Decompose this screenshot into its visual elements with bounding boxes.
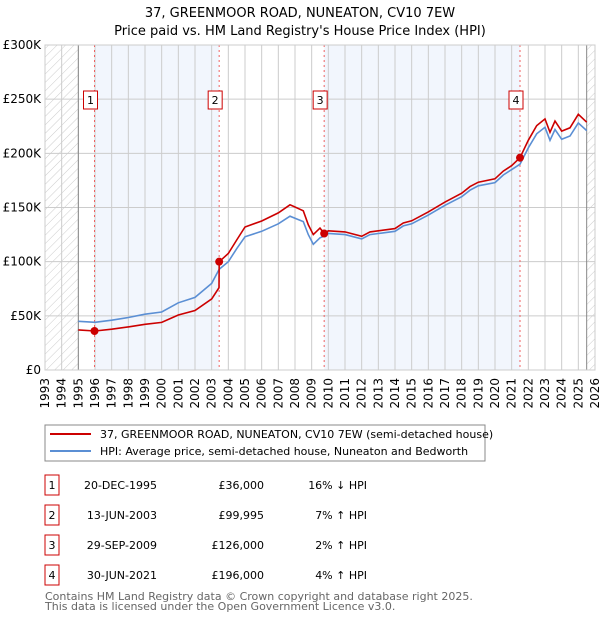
sale-price: £196,000	[212, 569, 265, 582]
x-tick-label: 2025	[571, 378, 585, 409]
legend-label-property: 37, GREENMOOR ROAD, NUNEATON, CV10 7EW (…	[100, 428, 493, 441]
sale-label-number: 1	[87, 94, 94, 107]
sale-number-box	[44, 504, 60, 526]
sale-hpi-diff: 16% ↓ HPI	[308, 479, 367, 492]
sale-label-box	[312, 90, 328, 110]
x-tick-label: 2002	[188, 378, 202, 409]
legend-label-hpi: HPI: Average price, semi-detached house,…	[100, 445, 468, 458]
x-tick-label: 2007	[271, 378, 285, 409]
sale-date: 13-JUN-2003	[87, 509, 157, 522]
footer-line2: This data is licensed under the Open Gov…	[44, 600, 395, 613]
x-tick-label: 2004	[221, 378, 235, 409]
sale-date: 29-SEP-2009	[87, 539, 157, 552]
x-tick-label: 2014	[388, 378, 402, 409]
sale-label-box	[508, 90, 524, 110]
y-tick-label: £50K	[10, 309, 42, 323]
sale-price: £99,995	[219, 509, 265, 522]
table-row: 3 29-SEP-2009 £126,000 2% ↑ HPI	[44, 534, 367, 556]
y-tick-label: £250K	[3, 92, 43, 106]
hpi-line	[78, 121, 588, 324]
y-tick-label: £300K	[3, 38, 43, 52]
sale-label-number: 3	[317, 94, 324, 107]
x-tick-label: 2001	[171, 378, 185, 409]
sale-number: 1	[49, 479, 56, 492]
y-tick-label: £100K	[3, 255, 43, 269]
x-tick-label: 2016	[421, 378, 435, 409]
x-tick-label: 2008	[288, 378, 302, 409]
sale-label-number: 2	[212, 94, 219, 107]
sale-number: 4	[49, 569, 56, 582]
table-row: 4 30-JUN-2021 £196,000 4% ↑ HPI	[44, 564, 367, 586]
sale-price: £36,000	[219, 479, 265, 492]
sale-hpi-diff: 7% ↑ HPI	[315, 509, 367, 522]
chart-title: 37, GREENMOOR ROAD, NUNEATON, CV10 7EW	[145, 6, 455, 21]
x-tick-label: 2011	[338, 378, 352, 409]
x-tick-label: 1996	[88, 378, 102, 409]
x-tick-label: 1999	[138, 378, 152, 409]
sale-hpi-diff: 2% ↑ HPI	[315, 539, 367, 552]
sale-number-box	[44, 534, 60, 556]
sale-number: 2	[49, 509, 56, 522]
sale-label-box	[83, 90, 98, 110]
sale-label-number: 4	[513, 94, 520, 107]
x-tick-label: 2000	[155, 378, 169, 409]
plot-border	[44, 44, 596, 371]
sale-number: 3	[49, 539, 56, 552]
x-tick-label: 1995	[71, 378, 85, 409]
sale-number-box	[44, 564, 60, 586]
y-tick-label: £200K	[3, 146, 43, 160]
x-tick-label: 2018	[455, 378, 469, 409]
sale-date: 30-JUN-2021	[87, 569, 157, 582]
x-tick-label: 2015	[405, 378, 419, 409]
chart-subtitle: Price paid vs. HM Land Registry's House …	[114, 24, 486, 39]
x-tick-label: 2022	[521, 378, 535, 409]
x-tick-label: 1998	[121, 378, 135, 409]
sale-point	[215, 257, 224, 266]
property-price-line	[78, 113, 588, 332]
sales-table: 1 20-DEC-1995 £36,000 16% ↓ HPI 2 13-JUN-2003…	[44, 474, 367, 586]
y-tick-label: £0	[26, 363, 41, 377]
x-tick-label: 1993	[38, 378, 52, 409]
sale-hpi-diff: 4% ↑ HPI	[315, 569, 367, 582]
table-row: 2 13-JUN-2003 £99,995 7% ↑ HPI	[44, 504, 367, 526]
x-tick-label: 2003	[205, 378, 219, 409]
x-tick-label: 2010	[321, 378, 335, 409]
y-tick-label: £150K	[3, 201, 43, 215]
sale-point	[320, 229, 329, 238]
x-tick-label: 2019	[471, 378, 485, 409]
x-tick-label: 2023	[538, 378, 552, 409]
sale-label-box	[207, 90, 223, 110]
sale-number-box	[44, 474, 60, 496]
footer-line1: Contains HM Land Registry data © Crown c…	[45, 590, 473, 603]
x-tick-label: 1994	[55, 378, 69, 409]
x-tick-label: 2005	[238, 378, 252, 409]
x-tick-label: 2006	[255, 378, 269, 409]
sale-price: £126,000	[212, 539, 265, 552]
x-tick-label: 2021	[505, 378, 519, 409]
x-tick-label: 2026	[588, 378, 600, 409]
table-row: 1 20-DEC-1995 £36,000 16% ↓ HPI	[44, 474, 367, 496]
x-tick-label: 2013	[371, 378, 385, 409]
x-tick-label: 2009	[305, 378, 319, 409]
x-tick-label: 2017	[438, 378, 452, 409]
x-tick-label: 2012	[355, 378, 369, 409]
x-tick-label: 2020	[488, 378, 502, 409]
sale-point	[516, 153, 524, 162]
sale-date: 20-DEC-1995	[84, 479, 157, 492]
x-tick-label: 2024	[555, 378, 569, 409]
x-tick-label: 1997	[105, 378, 119, 409]
sale-point	[90, 327, 99, 335]
plot-area: 1993 1994 1995 1996 1997 1998 1999 2000 2001 2002…	[3, 38, 600, 409]
legend: 37, GREENMOOR ROAD, NUNEATON, CV10 7EW (…	[44, 424, 493, 462]
